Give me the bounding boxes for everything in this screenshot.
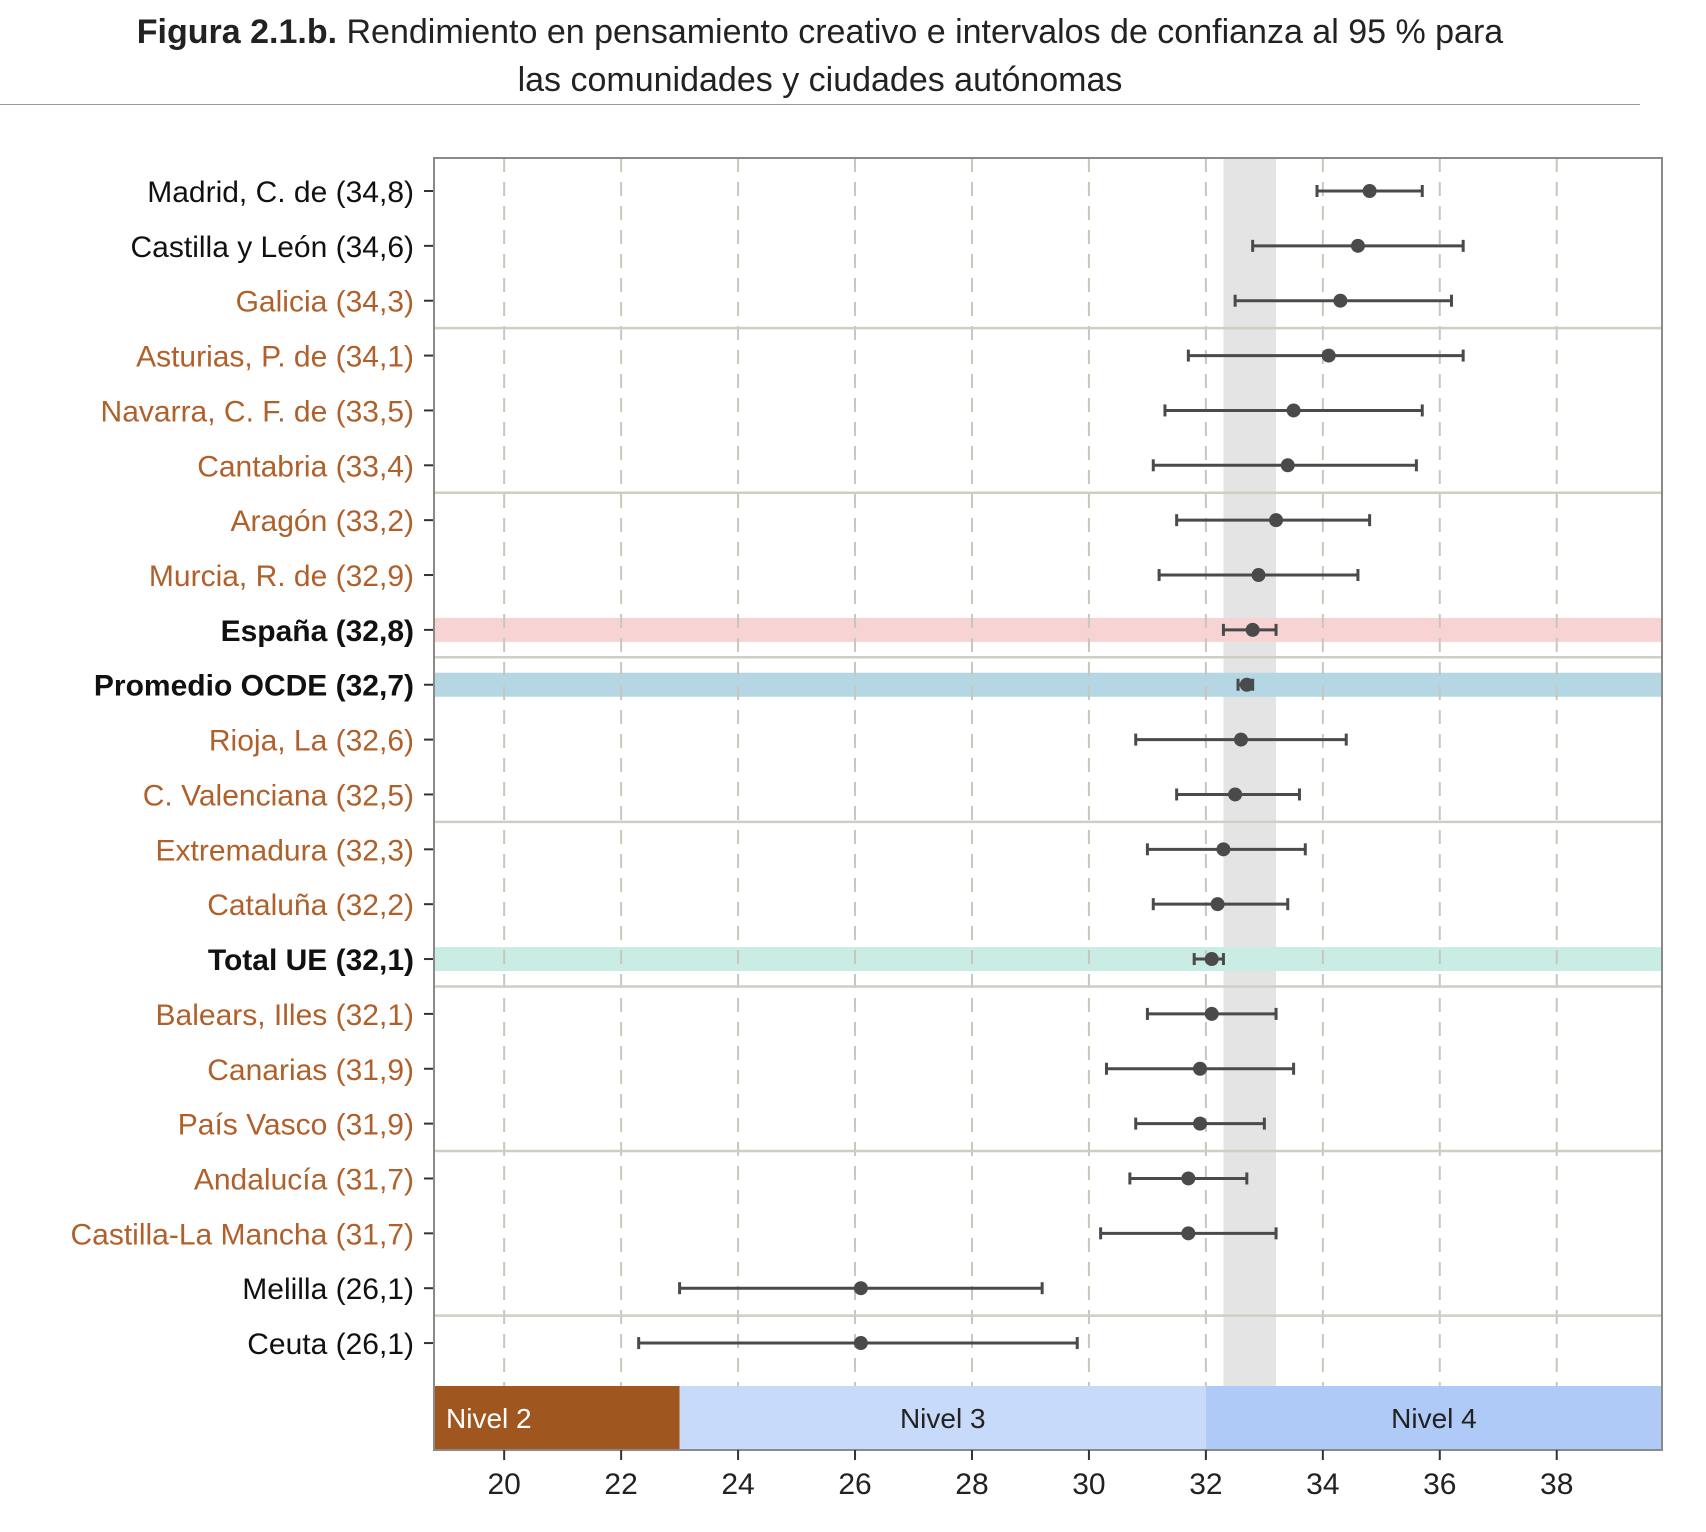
x-tick-label: 38 <box>1540 1468 1573 1501</box>
data-point <box>1233 732 1248 747</box>
row-label: Total UE (32,1) <box>208 944 414 977</box>
figure-title-line-1: Figura 2.1.b. Rendimiento en pensamiento… <box>0 8 1640 56</box>
x-tick-label: 30 <box>1072 1468 1105 1501</box>
data-point <box>853 1336 868 1351</box>
x-tick-label: 22 <box>604 1468 637 1501</box>
row-label: Asturias, P. de (34,1) <box>136 341 414 374</box>
row-label: Navarra, C. F. de (33,5) <box>101 395 414 428</box>
data-point <box>1216 842 1231 857</box>
data-point <box>1269 513 1284 528</box>
plot-background <box>434 158 1662 1450</box>
data-point <box>1228 787 1243 802</box>
data-point <box>1193 1116 1208 1131</box>
row-label: País Vasco (31,9) <box>178 1109 414 1142</box>
figure-title-text: Rendimiento en pensamiento creativo e in… <box>346 13 1504 51</box>
data-point <box>1181 1226 1196 1241</box>
data-point <box>853 1281 868 1296</box>
data-point <box>1239 677 1254 692</box>
level-label: Nivel 3 <box>900 1403 986 1434</box>
x-tick-label: 32 <box>1189 1468 1222 1501</box>
data-point <box>1181 1171 1196 1186</box>
data-point <box>1204 1006 1219 1021</box>
figure-number: Figura 2.1.b. <box>136 13 338 51</box>
data-point <box>1204 952 1219 967</box>
row-label: España (32,8) <box>221 615 414 648</box>
data-point <box>1350 238 1365 253</box>
row-label: Canarias (31,9) <box>207 1054 414 1087</box>
x-tick-label: 36 <box>1423 1468 1456 1501</box>
plot-frame <box>433 157 1663 1451</box>
row-label: Melilla (26,1) <box>242 1273 414 1306</box>
row-label: Galicia (34,3) <box>236 286 414 319</box>
x-tick-label: 28 <box>955 1468 988 1501</box>
x-tick-label: 24 <box>721 1468 754 1501</box>
data-point <box>1286 403 1301 418</box>
row-label: Ceuta (26,1) <box>247 1328 414 1361</box>
row-label: Extremadura (32,3) <box>156 834 414 867</box>
row-label: Castilla y León (34,6) <box>131 231 414 264</box>
row-label: Madrid, C. de (34,8) <box>147 176 414 209</box>
data-point <box>1251 568 1266 583</box>
x-tick-label: 20 <box>487 1468 520 1501</box>
row-band-ue <box>434 947 1662 972</box>
figure-title-line-2: las comunidades y ciudades autónomas <box>517 61 1123 99</box>
row-label: Castilla-La Mancha (31,7) <box>71 1218 415 1251</box>
row-band-espana <box>434 617 1662 642</box>
row-label: Aragón (33,2) <box>231 505 414 538</box>
level-segment <box>679 1386 1206 1450</box>
row-label: Cataluña (32,2) <box>207 889 414 922</box>
level-segment <box>434 1386 680 1450</box>
level-segment <box>1205 1386 1662 1450</box>
data-point <box>1193 1061 1208 1076</box>
data-point <box>1280 458 1295 473</box>
row-label: Andalucía (31,7) <box>194 1163 414 1196</box>
oecd-ci-band <box>1223 158 1277 1386</box>
x-tick-label: 34 <box>1306 1468 1339 1501</box>
row-band-oecd <box>434 672 1662 697</box>
row-label: Rioja, La (32,6) <box>209 725 414 758</box>
figure-header: Figura 2.1.b. Rendimiento en pensamiento… <box>0 8 1640 104</box>
data-point <box>1210 897 1225 912</box>
data-point <box>1245 622 1260 637</box>
data-point <box>1362 184 1377 198</box>
row-label: Balears, Illes (32,1) <box>156 999 414 1032</box>
data-point <box>1333 293 1348 308</box>
level-label: Nivel 4 <box>1391 1403 1477 1434</box>
x-tick-label: 26 <box>838 1468 871 1501</box>
row-label: Promedio OCDE (32,7) <box>94 670 414 703</box>
row-label: Murcia, R. de (32,9) <box>149 560 414 593</box>
row-label: C. Valenciana (32,5) <box>143 779 414 812</box>
data-point <box>1321 348 1336 363</box>
row-label: Cantabria (33,4) <box>197 450 414 483</box>
level-label: Nivel 2 <box>446 1403 532 1434</box>
header-rule <box>0 104 1640 105</box>
